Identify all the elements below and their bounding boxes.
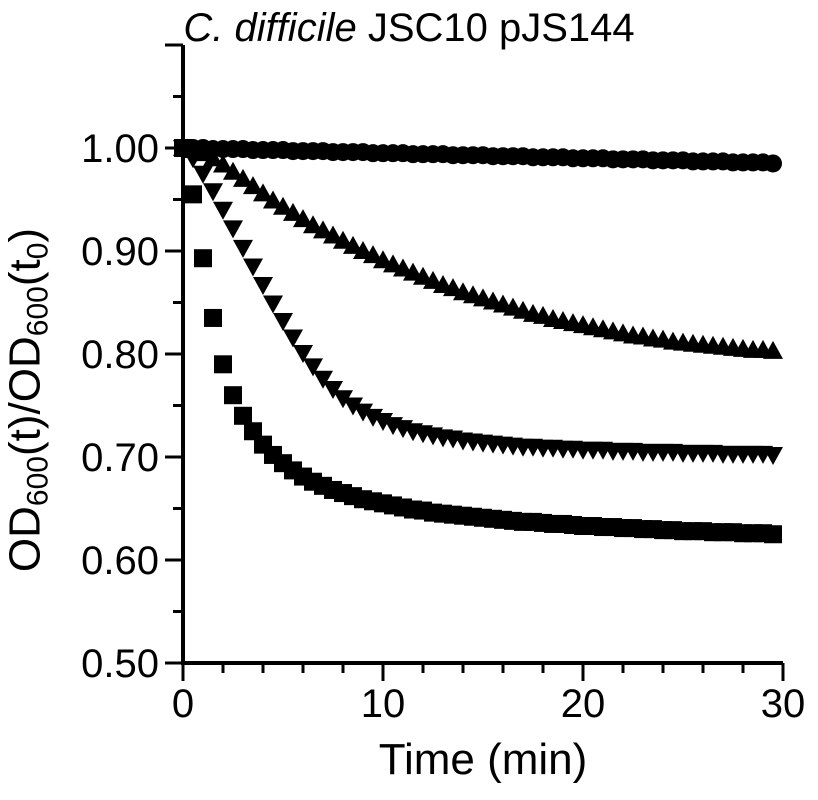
- y-label-part: (t: [0, 259, 50, 287]
- chart-title-strain: JSC10 pJS144: [356, 6, 635, 50]
- triangle-down-point: [313, 370, 333, 389]
- x-tick-label: 0: [172, 682, 194, 726]
- triangle-up-point: [323, 225, 343, 244]
- square-point: [184, 185, 202, 204]
- triangle-down-point: [763, 446, 783, 465]
- triangle-up-point: [313, 220, 333, 239]
- y-label-sub: 600: [21, 456, 55, 507]
- y-axis-label: OD600(t)/OD600(t0): [1, 228, 56, 572]
- y-label-part: ): [0, 227, 50, 243]
- triangle-up-point: [333, 230, 353, 249]
- triangle-up-point: [363, 245, 383, 264]
- triangle-up-point: [233, 168, 253, 187]
- triangle-up-point: [283, 202, 303, 221]
- square-point: [174, 139, 192, 157]
- y-tick-label: 0.70: [81, 436, 159, 480]
- square-point: [764, 525, 782, 544]
- triangle-down-point: [333, 390, 353, 409]
- triangle-down-point: [193, 165, 213, 184]
- x-axis-label: Time (min): [378, 735, 588, 784]
- triangle-down-point: [253, 276, 273, 295]
- triangle-down-point: [353, 403, 373, 422]
- triangle-up-point: [223, 161, 243, 180]
- square-point: [194, 249, 212, 268]
- triangle-down-point: [343, 397, 363, 416]
- triangle-up-point: [263, 190, 283, 209]
- triangle-up-point: [763, 340, 783, 359]
- x-tick-label: 20: [561, 682, 606, 726]
- triangle-down-point: [243, 258, 263, 277]
- triangle-down-point: [233, 239, 253, 258]
- y-tick-label: 1.00: [81, 127, 159, 171]
- square-point: [234, 406, 252, 425]
- triangle-up-point: [273, 196, 293, 215]
- triangle-down-point: [273, 313, 293, 332]
- y-label-sub: 600: [21, 286, 55, 337]
- axes: 0.50 0.60 0.70 0.80 0.90 1.00 0 10 20 30: [81, 43, 806, 726]
- triangle-up-point: [253, 183, 273, 202]
- chart-title-organism: C. difficile: [183, 6, 357, 50]
- square-point: [204, 308, 222, 327]
- y-label-sub: 0: [21, 242, 55, 260]
- triangle-up-point: [303, 215, 323, 234]
- y-tick-label: 0.80: [81, 333, 159, 377]
- triangle-down-point: [213, 201, 233, 220]
- triangle-down-point: [323, 381, 343, 400]
- triangle-down-point: [293, 344, 313, 363]
- data-marks: [173, 138, 783, 544]
- triangle-down-point: [203, 183, 223, 202]
- circle-point: [764, 154, 782, 173]
- triangle-down-point: [283, 329, 303, 348]
- triangle-down-point: [303, 358, 323, 377]
- y-tick-label: 0.60: [81, 539, 159, 583]
- y-tick-label: 0.90: [81, 230, 159, 274]
- y-label-part: (t)/OD: [0, 336, 50, 456]
- x-tick-label: 30: [761, 682, 806, 726]
- triangle-up-point: [293, 209, 313, 228]
- triangle-down-point: [263, 295, 283, 314]
- triangle-up-point: [213, 154, 233, 173]
- y-tick-label: 0.50: [81, 642, 159, 686]
- square-point: [224, 386, 242, 405]
- square-point: [214, 355, 232, 374]
- triangle-up-point: [243, 176, 263, 195]
- y-label-part: OD: [0, 506, 50, 573]
- chart-title: C. difficile JSC10 pJS144: [0, 6, 818, 51]
- triangle-up-point: [203, 148, 223, 167]
- triangle-up-point: [343, 235, 363, 254]
- triangle-down-point: [223, 220, 243, 239]
- x-tick-label: 10: [361, 682, 406, 726]
